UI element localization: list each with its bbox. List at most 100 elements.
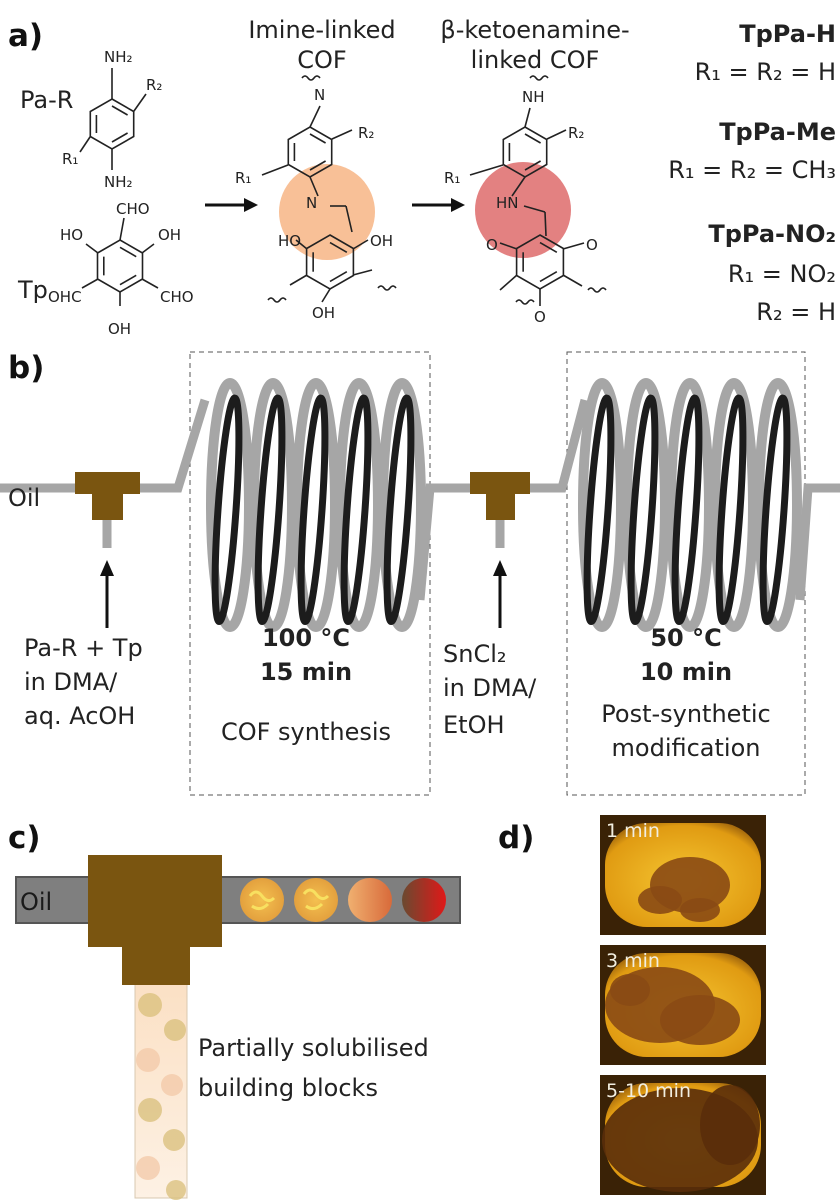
atom-label: HN: [496, 194, 519, 212]
decoration: [163, 1129, 185, 1151]
atom-label: O: [586, 236, 598, 254]
structure-title: β-ketoenamine-: [440, 16, 629, 44]
linkage-mark: [530, 76, 548, 80]
decoration: [402, 878, 446, 922]
bond: [353, 270, 372, 275]
linkage-mark: [516, 300, 534, 304]
reactor-description: modification: [612, 734, 761, 762]
bond: [134, 94, 146, 111]
panel-label: c): [8, 820, 41, 856]
atom-label: R₂: [146, 76, 162, 94]
decoration: [138, 1098, 162, 1122]
decoration: [800, 488, 840, 600]
inlet-text: aq. AcOH: [24, 702, 135, 730]
bond: [500, 275, 517, 290]
panel-label: d): [498, 820, 534, 856]
variant-substituents: R₁ = NO₂: [728, 260, 836, 288]
atom-label: CHO: [116, 200, 150, 218]
linkage-mark: [378, 286, 396, 290]
reactor-time: 10 min: [640, 658, 732, 686]
decoration: [486, 490, 515, 520]
atom-label: N: [306, 194, 317, 212]
atom-label: NH₂: [104, 48, 133, 66]
variant-name: TpPa-NO₂: [708, 220, 836, 248]
decoration: [164, 1019, 186, 1041]
bond: [80, 137, 90, 152]
bond: [563, 243, 584, 249]
caption: building blocks: [198, 1074, 378, 1102]
bond: [332, 130, 352, 139]
decoration: [92, 490, 123, 520]
cof-aggregate: [680, 898, 720, 922]
structure-title: linked COF: [471, 46, 600, 74]
linkage-mark: [268, 298, 286, 302]
cof-aggregate: [638, 886, 682, 914]
reactor-description: Post-synthetic: [601, 700, 770, 728]
reactor-time: 15 min: [260, 658, 352, 686]
atom-label: O: [534, 308, 546, 326]
reactor-temperature: 50 °C: [650, 624, 721, 652]
variant-substituents: R₂ = H: [756, 298, 836, 326]
decoration: [348, 878, 392, 922]
variant-substituents: R₁ = R₂ = CH₃: [668, 156, 836, 184]
bond: [82, 279, 98, 288]
t-junction: [88, 855, 222, 947]
bond: [290, 275, 307, 285]
frame-time: 5-10 min: [606, 1080, 691, 1102]
arrowhead: [451, 198, 465, 212]
linkage-mark: [302, 76, 320, 80]
variant-name: TpPa-Me: [719, 118, 836, 146]
atom-label: OH: [158, 226, 181, 244]
atom-label: R₁: [235, 169, 251, 187]
bond: [545, 212, 546, 236]
oil-label: Oil: [20, 888, 52, 916]
atom-label: OH: [312, 304, 335, 322]
decoration: [240, 878, 284, 922]
atom-label: HO: [60, 226, 83, 244]
cof-aggregate: [660, 995, 740, 1045]
figure: a) Pa-R Tp NH₂ R₂ R₁ NH₂ CHO HO OH OHC C…: [0, 0, 840, 1201]
structure-title: Imine-linked: [248, 16, 395, 44]
bond: [563, 275, 582, 286]
atom-label: R₂: [358, 124, 374, 142]
bond: [142, 279, 158, 288]
bond: [322, 289, 330, 302]
decoration: [166, 1180, 186, 1200]
atom-label: O: [486, 236, 498, 254]
compound-name: Pa-R: [20, 86, 73, 114]
atom-label: R₁: [444, 169, 460, 187]
structure-title: COF: [297, 46, 346, 74]
atom-label: CHO: [160, 288, 194, 306]
arrowhead: [244, 198, 258, 212]
caption: Partially solubilised: [198, 1034, 429, 1062]
bond: [525, 108, 530, 127]
inlet-text: Pa-R + Tp: [24, 634, 143, 662]
oil-channel: [16, 877, 460, 923]
panel-label: b): [8, 350, 44, 386]
frame-time: 1 min: [606, 820, 660, 842]
bond: [310, 106, 320, 127]
decoration: [294, 878, 338, 922]
decoration: [136, 1048, 160, 1072]
cof-aggregate: [610, 974, 650, 1006]
cof-aggregate: [700, 1085, 760, 1165]
atom-label: N: [314, 86, 325, 104]
variant-name: TpPa-H: [739, 20, 836, 48]
panel-label: a): [8, 18, 43, 54]
video-frames: 1 min3 min5-10 min: [600, 815, 766, 1195]
decoration: [138, 993, 162, 1017]
inlet-text: SnCl₂: [443, 640, 507, 668]
atom-label: OH: [108, 320, 131, 338]
atom-label: NH: [522, 88, 545, 106]
bond: [547, 130, 566, 139]
arrowhead: [493, 560, 507, 576]
bond: [120, 218, 124, 240]
atom-label: OHC: [48, 288, 82, 306]
atom-label: OH: [370, 232, 393, 250]
bond: [86, 244, 98, 253]
reactor-temperature: 100 °C: [262, 624, 350, 652]
decoration: [161, 1074, 183, 1096]
t-junction: [122, 945, 190, 985]
inlet-text: in DMA/: [443, 674, 537, 702]
atom-label: NH₂: [104, 173, 133, 191]
